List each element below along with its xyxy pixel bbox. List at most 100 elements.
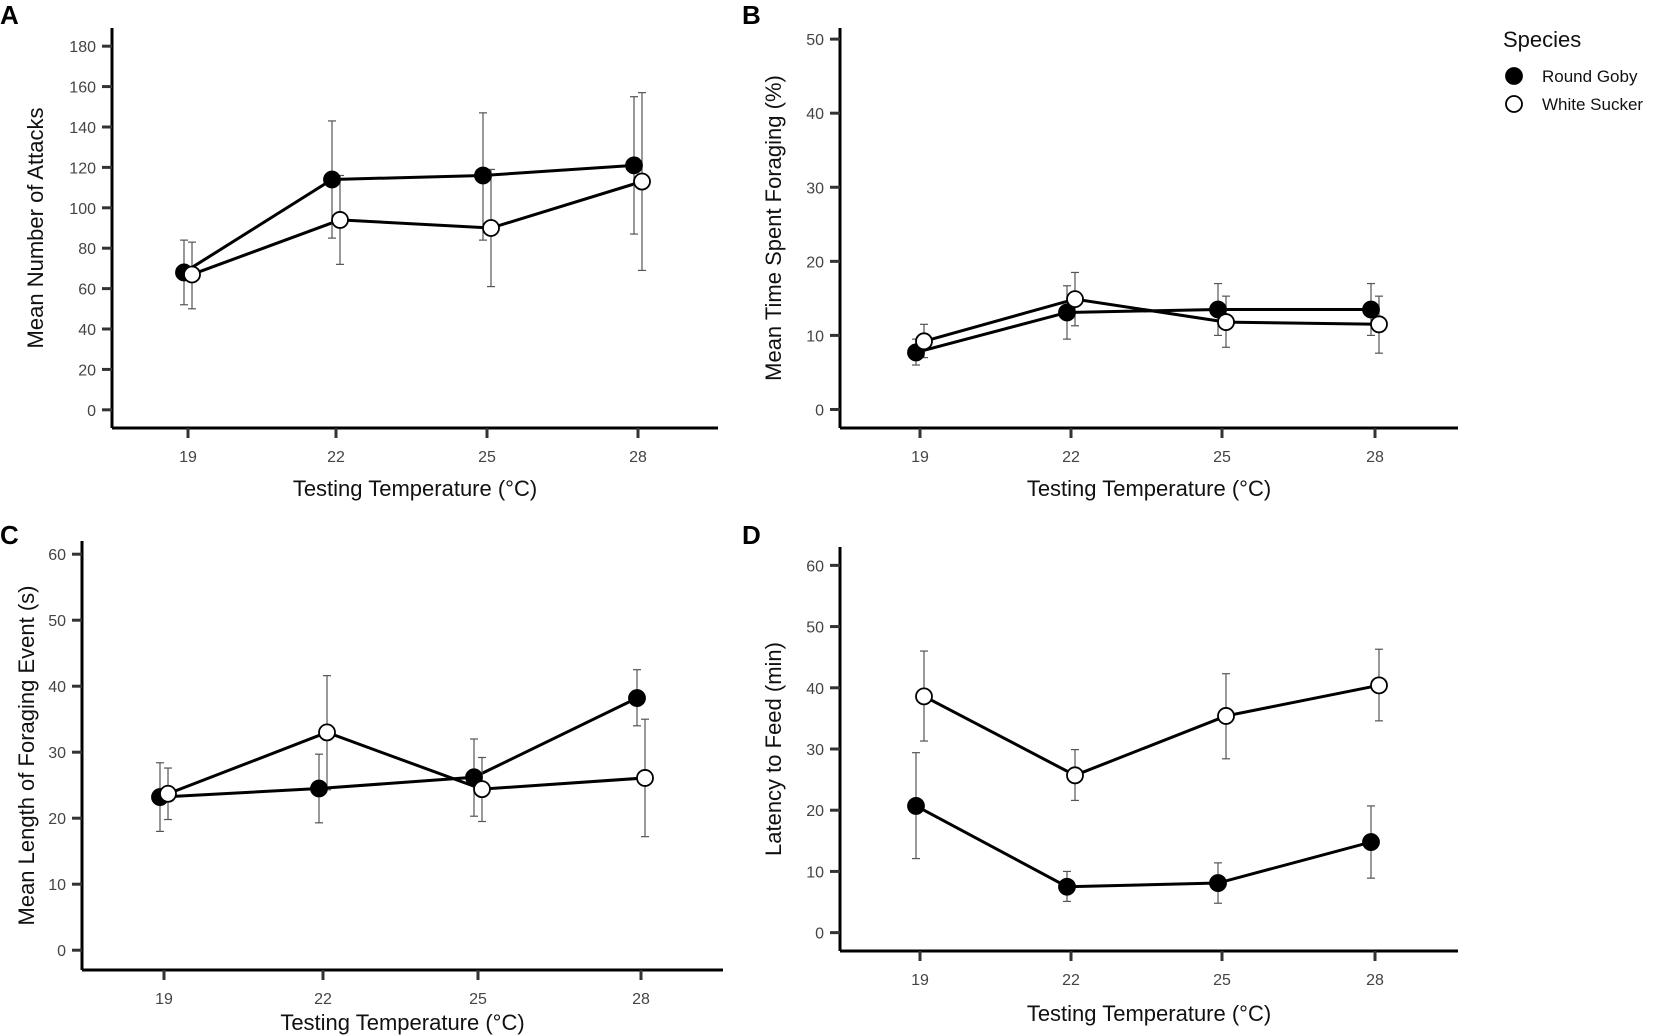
legend-white-sucker-marker: [1505, 95, 1523, 113]
panel-c-round-goby-point: [628, 689, 646, 707]
panel-a-y-tick-label: 160: [69, 80, 96, 97]
panel-b-white-sucker-line: [923, 297, 1380, 343]
panel-c-round-goby-line: [159, 696, 638, 799]
panel-d-letter: D: [742, 520, 761, 550]
panel-d-y-tick-label: 40: [806, 681, 824, 698]
panel-d-x-tick-label: 28: [1366, 972, 1384, 989]
panel-c-letter: C: [0, 520, 19, 550]
panel-b-white-sucker-point: [1217, 313, 1235, 331]
panel-d-y-tick-label: 0: [815, 926, 824, 943]
panel-c-x-tick-label: 19: [155, 991, 173, 1008]
panel-b-x-tick-label: 19: [911, 449, 929, 466]
panel-d-x-tick-label: 25: [1213, 972, 1231, 989]
panel-c-y-tick-label: 30: [48, 745, 66, 762]
panel-d-white-sucker-line: [923, 683, 1380, 777]
panel-a-y-tick-label: 180: [69, 39, 96, 56]
panel-c: C 0 10 20 30 40 50 60 19 22 25 28 Testing Temperatur…: [0, 520, 723, 1035]
panel-b-x-tick-label: 25: [1213, 449, 1231, 466]
panel-d-round-goby-point: [1209, 874, 1227, 892]
panel-a-round-goby-line: [183, 163, 635, 274]
panel-b-x-tick-label: 28: [1366, 449, 1384, 466]
panel-c-white-sucker-point: [636, 769, 654, 787]
panel-a-y-tick-label: 20: [78, 362, 96, 379]
panel-d-round-goby-point: [907, 797, 925, 815]
panel-b-round-goby-point: [1058, 303, 1076, 322]
panel-d-y-tick-label: 50: [806, 620, 824, 637]
panel-a-x-tick-label: 28: [629, 449, 647, 466]
panel-b-y-tick-label: 50: [806, 32, 824, 49]
panel-c-y-axis-title: Mean Length of Foraging Event (s): [14, 586, 39, 926]
panel-d-y-tick-label: 60: [806, 558, 824, 575]
panel-c-white-sucker-point: [473, 780, 491, 799]
panel-d-white-sucker-point: [1217, 707, 1235, 725]
panel-a-y-tick-label: 0: [87, 403, 96, 420]
panel-a-round-goby-point: [625, 156, 643, 175]
panel-d-round-goby-point: [1058, 877, 1076, 896]
panel-a-y-tick-label: 100: [69, 201, 96, 218]
legend: Species Round Goby White Sucker: [1503, 27, 1643, 114]
panel-c-x-tick-label: 25: [469, 991, 487, 1008]
panel-d-y-axis-title: Latency to Feed (min): [761, 642, 786, 856]
panel-b-y-axis-title: Mean Time Spent Foraging (%): [761, 75, 786, 381]
panel-d: D 0 10 20 30 40 50 60 19 22 25 28 Testing Temperatur…: [742, 520, 1458, 1026]
panel-c-y-tick-label: 40: [48, 679, 66, 696]
panel-c-white-sucker-point: [318, 723, 336, 742]
panel-b-x-axis-title: Testing Temperature (°C): [1027, 476, 1271, 501]
panel-a-y-tick-label: 80: [78, 241, 96, 258]
panel-c-y-tick-label: 60: [48, 547, 66, 564]
panel-d-x-tick-label: 22: [1062, 972, 1080, 989]
panel-d-round-goby-point: [1362, 833, 1380, 851]
panel-c-x-tick-label: 28: [632, 991, 650, 1008]
panel-a-y-tick-label: 140: [69, 120, 96, 137]
panel-b: B 0 10 20 30 40 50 19 22 25 28 Testing Temperature …: [742, 0, 1458, 501]
panel-c-x-tick-label: 22: [314, 991, 332, 1008]
panel-d-round-goby-line: [915, 804, 1372, 889]
legend-title: Species: [1503, 27, 1581, 52]
panel-d-y-tick-label: 10: [806, 864, 824, 881]
panel-c-y-tick-label: 10: [48, 877, 66, 894]
panel-d-y-tick-label: 20: [806, 803, 824, 820]
panel-b-white-sucker-point: [915, 332, 933, 351]
panel-c-y-tick-label: 0: [57, 943, 66, 960]
panel-d-white-sucker-point: [1066, 766, 1084, 785]
panel-a-x-tick-label: 19: [179, 449, 197, 466]
panel-a-y-tick-label: 120: [69, 160, 96, 177]
panel-b-y-tick-label: 40: [806, 106, 824, 123]
panel-c-white-sucker-line: [167, 730, 646, 796]
panel-b-white-sucker-point: [1370, 315, 1388, 334]
panel-d-white-sucker-point: [1370, 676, 1388, 695]
panel-a-y-tick-label: 60: [78, 282, 96, 299]
panel-a-round-goby-point: [474, 166, 492, 185]
panel-b-round-goby-point: [1209, 300, 1227, 319]
panel-b-round-goby-point: [1362, 300, 1380, 319]
panel-a-white-sucker-point: [482, 219, 500, 237]
panel-a-white-sucker-point: [633, 172, 651, 191]
panel-b-y-tick-label: 0: [815, 402, 824, 419]
legend-round-goby-marker: [1505, 67, 1523, 85]
panel-b-y-tick-label: 20: [806, 254, 824, 271]
panel-b-y-tick-label: 10: [806, 328, 824, 345]
panel-a-x-axis-title: Testing Temperature (°C): [293, 476, 537, 501]
panel-c-round-goby-point: [310, 779, 328, 798]
panel-b-round-goby-line: [915, 307, 1371, 354]
panel-d-x-tick-label: 19: [911, 972, 929, 989]
panel-a-white-sucker-point: [331, 211, 349, 229]
panel-d-y-tick-label: 30: [806, 742, 824, 759]
panel-c-white-sucker-point: [159, 784, 177, 803]
panel-b-y-tick-label: 30: [806, 180, 824, 197]
panel-b-x-tick-label: 22: [1062, 449, 1080, 466]
panel-c-y-tick-label: 50: [48, 613, 66, 630]
panel-a-round-goby-point: [323, 170, 341, 189]
panel-c-x-axis-title: Testing Temperature (°C): [280, 1010, 524, 1035]
panel-b-white-sucker-point: [1066, 290, 1084, 309]
panel-a-letter: A: [0, 0, 19, 30]
panel-d-white-sucker-point: [915, 687, 933, 706]
legend-round-goby-label: Round Goby: [1542, 67, 1638, 86]
panel-c-y-tick-label: 20: [48, 811, 66, 828]
panel-a-x-tick-label: 22: [327, 449, 345, 466]
panel-a: A 0 20 40 60 80 100 120 140 160 180 19 22 25 28 Testing…: [0, 0, 718, 501]
panel-b-letter: B: [742, 0, 761, 30]
panel-a-y-axis-title: Mean Number of Attacks: [23, 108, 48, 349]
panel-d-x-axis-title: Testing Temperature (°C): [1027, 1001, 1271, 1026]
